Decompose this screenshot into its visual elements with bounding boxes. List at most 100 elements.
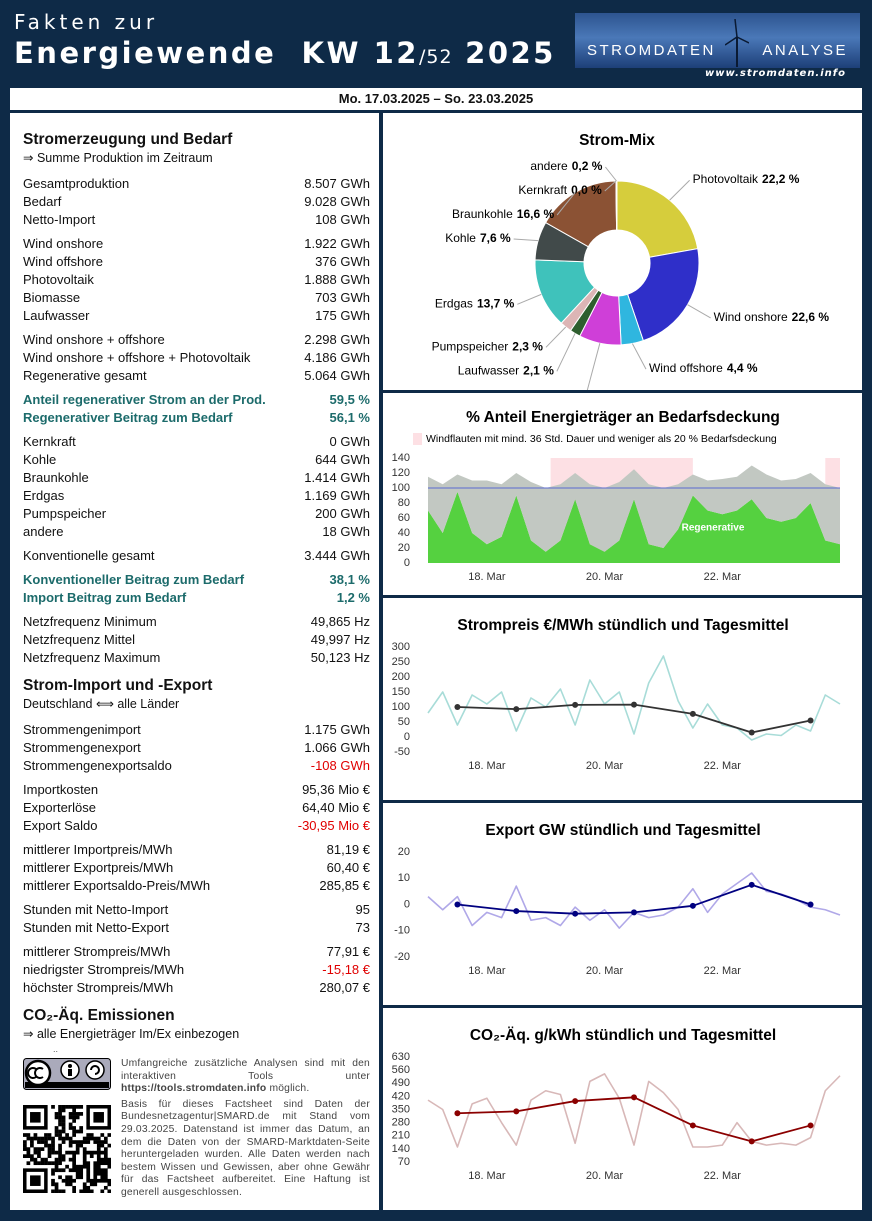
qr-module: [54, 1182, 59, 1186]
qr-module: [82, 1189, 87, 1193]
qr-module: [65, 1132, 69, 1137]
stat-value: 3.444 GWh: [304, 548, 370, 563]
qr-module: [58, 1129, 62, 1133]
qr-finder: [30, 1111, 41, 1123]
qr-module: [44, 1132, 48, 1137]
stat-label: Gesamtproduktion: [23, 176, 130, 191]
qr-module: [40, 1157, 45, 1162]
qr-module: [96, 1167, 101, 1172]
y-tick-label: 630: [392, 1051, 410, 1063]
stat-value: 1.922 GWh: [304, 236, 370, 251]
slice-label: Wind offshore 4,4 %: [649, 361, 758, 375]
leader-line: [631, 343, 647, 370]
qr-module: [33, 1136, 38, 1140]
section-subtitle: ⇒ alle Energieträger Im/Ex einbezogen: [23, 1027, 240, 1041]
leader-line: [604, 180, 617, 192]
qr-module: [86, 1185, 91, 1190]
qr-module: [100, 1157, 105, 1162]
stat-label: andere: [23, 524, 64, 539]
stat-row: Braunkohle 1.414 GWh: [23, 469, 370, 487]
stat-label: Export Saldo: [23, 818, 98, 833]
qr-module: [100, 1189, 105, 1193]
qr-module: [26, 1153, 31, 1158]
text: möglich.: [269, 1083, 310, 1095]
y-tick-label: 300: [392, 641, 410, 653]
marker: [454, 901, 461, 908]
y-tick-label: 120: [392, 467, 410, 479]
stat-label: mittlerer Strompreis/MWh: [23, 944, 171, 959]
slice-name: Laufwasser: [458, 363, 519, 377]
y-tick-label: 150: [392, 686, 410, 698]
stat-label: Stunden mit Netto-Export: [23, 920, 169, 935]
qr-module: [103, 1153, 108, 1158]
qr-module: [96, 1139, 101, 1144]
footer-text2: Basis für dieses Factsheet sind Daten de…: [121, 1098, 370, 1198]
slice-value: 22,6 %: [792, 310, 830, 324]
year: 2025: [465, 36, 556, 70]
stat-label: Laufwasser: [23, 308, 90, 323]
qr-module: [72, 1160, 76, 1165]
qr-module: [93, 1164, 98, 1169]
qr-module: [100, 1143, 105, 1148]
y-tick-label: 20: [398, 542, 410, 554]
qr-module: [65, 1164, 69, 1169]
slice-name: Erdgas: [435, 297, 473, 311]
qr-module: [75, 1115, 80, 1119]
qr-module: [75, 1167, 80, 1172]
slice-name: Kernkraft: [518, 183, 567, 197]
qr-module: [89, 1150, 94, 1155]
qr-module: [82, 1157, 87, 1162]
marker: [572, 910, 579, 917]
stat-value: 1.175 GWh: [304, 722, 370, 737]
y-tick-label: 0: [404, 898, 410, 910]
qr-module: [100, 1167, 105, 1172]
chart-panel: Strom-Mix andere 0,2 % Kernkraft 0,0 % Braunk…: [383, 113, 862, 390]
qr-module: [75, 1111, 80, 1116]
stat-row: Netzfrequenz Mittel 49,997 Hz: [23, 631, 370, 649]
leader-line: [545, 326, 567, 348]
qr-module: [75, 1139, 80, 1144]
chart-panel: Strompreis €/MWh stündlich und Tagesmitt…: [383, 598, 862, 800]
stat-row: Biomasse 703 GWh: [23, 289, 370, 307]
qr-module: [26, 1150, 31, 1155]
qr-module: [30, 1136, 34, 1140]
section-title: Strom-Import und -Export: [23, 677, 213, 694]
summary-panel: Stromerzeugung und Bedarf ⇒ Summe Produkt…: [10, 113, 379, 1210]
chart-panel: Export GW stündlich und Tagesmittel -20 -1…: [383, 803, 862, 1005]
y-tick-label: -10: [394, 925, 410, 937]
qr-module: [26, 1136, 31, 1140]
date-range: Mo. 17.03.2025 – So. 23.03.2025: [10, 88, 862, 110]
y-tick-label: 140: [392, 1143, 410, 1155]
chart: Strompreis €/MWh stündlich und Tagesmitt…: [392, 617, 841, 772]
qr-module: [96, 1164, 101, 1169]
qr-module: [47, 1150, 52, 1155]
leader-line: [605, 166, 617, 182]
stat-group: Strommengenimport 1.175 GWh Strommengenexp…: [23, 721, 370, 775]
x-tick-label: 20. Mar: [586, 965, 624, 977]
qr-module: [96, 1150, 101, 1155]
legend-label: Windflauten mit mind. 36 Std. Dauer und …: [426, 433, 777, 445]
stat-label: Wind offshore: [23, 254, 103, 269]
qr-module: [100, 1171, 105, 1176]
qr-module: [37, 1139, 41, 1144]
marker: [689, 710, 696, 717]
qr-module: [44, 1139, 48, 1144]
qr-module: [82, 1153, 87, 1158]
chart-title: Export GW stündlich und Tagesmittel: [485, 822, 760, 839]
marker: [748, 1138, 755, 1145]
stat-group: Kernkraft 0 GWh Kohle 644 GWh Braunkohle 1.41…: [23, 433, 370, 541]
qr-module: [26, 1132, 31, 1137]
stat-row: Regenerative gesamt 5.064 GWh: [23, 367, 370, 385]
qr-module: [30, 1153, 34, 1158]
leader-line: [556, 333, 576, 372]
marker: [454, 1110, 461, 1117]
slice-name: Braunkohle: [452, 207, 513, 221]
stat-row: Wind offshore 376 GWh: [23, 253, 370, 271]
qr-module: [72, 1132, 76, 1137]
slice-value: 7,6 %: [480, 231, 511, 245]
stat-label: Stunden mit Netto-Import: [23, 902, 169, 917]
qr-module: [75, 1143, 80, 1148]
qr-module: [103, 1146, 108, 1151]
qr-module: [47, 1160, 52, 1165]
qr-module: [58, 1174, 62, 1179]
